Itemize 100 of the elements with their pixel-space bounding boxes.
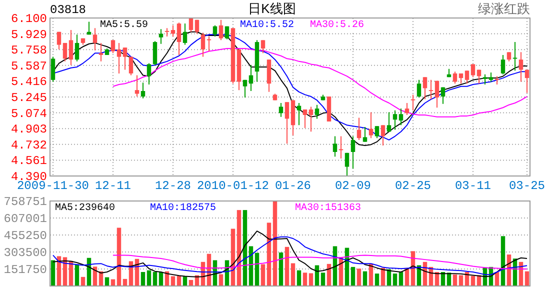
- candlestick: [128, 56, 134, 76]
- candlestick: [242, 79, 248, 98]
- candlestick: [194, 19, 200, 34]
- bar: [260, 264, 266, 286]
- candlestick: [188, 18, 194, 32]
- candlestick: [284, 102, 290, 144]
- bar: [470, 276, 476, 286]
- candlestick: [206, 36, 212, 52]
- candlestick: [512, 42, 518, 72]
- bar: [524, 271, 530, 286]
- bar: [374, 274, 380, 286]
- candlestick: [506, 52, 512, 62]
- candlestick: [350, 136, 356, 170]
- candlestick: [176, 22, 182, 56]
- bar: [320, 272, 326, 286]
- bar: [146, 270, 152, 286]
- bar: [278, 252, 284, 286]
- candlestick: [134, 74, 140, 98]
- x-tick-label: 03-25: [508, 179, 545, 193]
- candlestick: [302, 108, 308, 128]
- x-tick-label: 2010-01-12: [196, 179, 270, 193]
- candlestick: [122, 47, 128, 70]
- candlestick: [260, 40, 266, 54]
- bar: [302, 272, 308, 286]
- candlestick: [410, 94, 416, 111]
- candlestick: [308, 106, 314, 132]
- x-tick-label: 12-11: [94, 179, 132, 193]
- candlestick: [404, 102, 410, 116]
- candlestick: [218, 19, 224, 41]
- y-tick-label: 5.074: [10, 106, 47, 121]
- x-tick-label: 03-11: [454, 179, 492, 193]
- y-tick-label: 607001: [4, 212, 47, 226]
- bar: [392, 274, 398, 286]
- candlestick: [500, 54, 506, 75]
- candlestick: [476, 69, 482, 84]
- candlestick: [98, 42, 104, 62]
- text: MA5:239640: [55, 203, 116, 214]
- candlestick: [56, 31, 62, 50]
- y-tick-label: 4.561: [10, 154, 47, 168]
- bar: [284, 246, 290, 286]
- candlestick: [398, 108, 404, 126]
- candlestick: [200, 32, 206, 58]
- candlestick: [110, 40, 116, 54]
- candlestick: [278, 102, 284, 118]
- bar: [74, 264, 80, 286]
- candlestick: [224, 26, 230, 40]
- x-tick-label: 01-26: [274, 179, 312, 193]
- candlestick: [140, 82, 146, 99]
- candlestick: [158, 28, 164, 44]
- candlestick: [332, 136, 338, 158]
- bar: [218, 274, 224, 286]
- bar: [458, 275, 464, 286]
- line-series: [52, 230, 528, 278]
- y-tick-label: 5.929: [10, 28, 47, 42]
- candlestick: [314, 104, 320, 120]
- bar: [452, 274, 458, 286]
- y-tick-label: 5.245: [10, 91, 47, 105]
- bar: [350, 266, 356, 286]
- candlestick: [488, 72, 494, 82]
- text: 绿涨红跌: [478, 1, 530, 16]
- bar: [398, 272, 404, 286]
- text: MA30:151363: [295, 203, 362, 214]
- bar: [308, 273, 314, 286]
- candlestick: [440, 86, 446, 104]
- x-tick-label: 02-25: [394, 179, 432, 193]
- candlestick: [380, 124, 386, 146]
- bar: [152, 272, 158, 286]
- candlestick: [62, 42, 68, 62]
- candlestick: [344, 152, 350, 176]
- x-tick-label: 02-09: [334, 179, 372, 193]
- line-series: [112, 48, 528, 118]
- candlestick: [392, 110, 398, 130]
- y-tick-label: 4.903: [10, 122, 47, 137]
- candlestick: [50, 56, 56, 82]
- candlestick: [464, 70, 470, 84]
- y-tick-label: 6.100: [10, 12, 47, 26]
- candlestick: [368, 112, 374, 139]
- candlestick: [374, 126, 380, 139]
- candlestick: [524, 69, 530, 94]
- candlestick: [182, 23, 188, 46]
- candlestick: [74, 34, 80, 62]
- candlestick: [470, 64, 476, 78]
- candlestick: [116, 42, 122, 74]
- candlestick: [518, 52, 524, 82]
- candlestick: [296, 102, 302, 126]
- bar: [140, 272, 146, 286]
- candlestick: [422, 76, 428, 100]
- series-label: MA5:5.59: [100, 20, 148, 31]
- candlestick: [362, 126, 368, 142]
- bar: [254, 252, 260, 286]
- y-tick-label: 455250: [4, 229, 47, 243]
- bar: [290, 263, 296, 286]
- candlestick: [248, 64, 254, 92]
- candlestick: [164, 28, 170, 37]
- x-tick-label: 12-28: [154, 179, 192, 193]
- candlestick: [434, 80, 440, 108]
- y-tick-label: 4.732: [10, 138, 47, 152]
- text: MA30:5.26: [310, 20, 364, 31]
- candlestick: [416, 79, 422, 98]
- candlestick: [338, 136, 344, 159]
